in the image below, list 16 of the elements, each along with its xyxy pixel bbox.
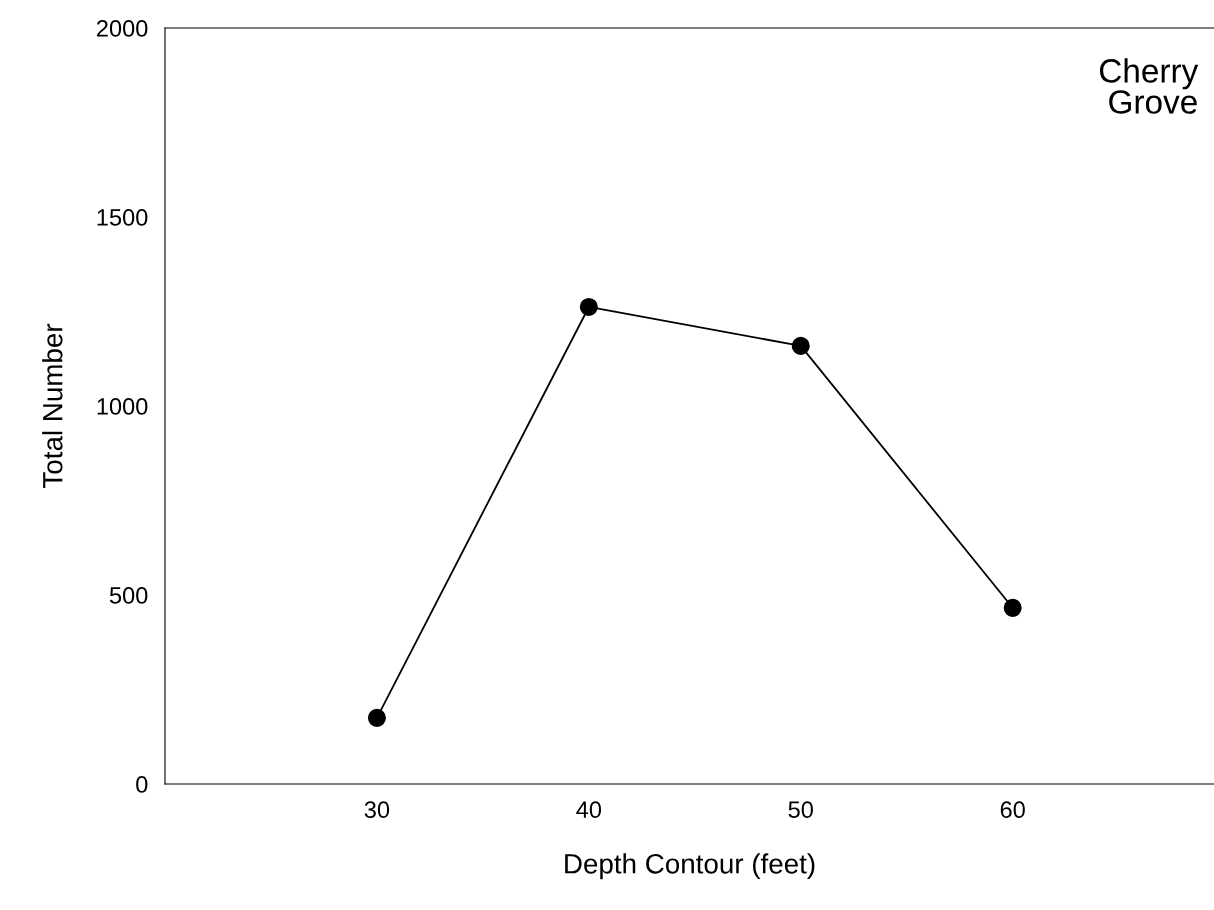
y-tick-label: 0 xyxy=(136,776,148,793)
point xyxy=(1003,598,1022,617)
y-axis-title: Total Number xyxy=(42,323,63,488)
annotation: Cherry Grove xyxy=(1099,58,1199,114)
x-tick-label: 30 xyxy=(364,801,390,819)
y-tick-label: 1500 xyxy=(97,209,148,226)
point xyxy=(791,336,810,355)
point xyxy=(367,708,386,727)
y-tick-label: 1000 xyxy=(97,398,148,415)
y-tick-label: 500 xyxy=(109,587,148,604)
x-tick-label: 60 xyxy=(1000,801,1025,819)
y-tick-label: 2000 xyxy=(97,20,148,37)
point xyxy=(579,297,598,316)
x-axis-title: Depth Contour (feet) xyxy=(565,853,815,880)
x-tick-label: 50 xyxy=(788,801,813,819)
x-tick-label: 40 xyxy=(576,801,602,819)
